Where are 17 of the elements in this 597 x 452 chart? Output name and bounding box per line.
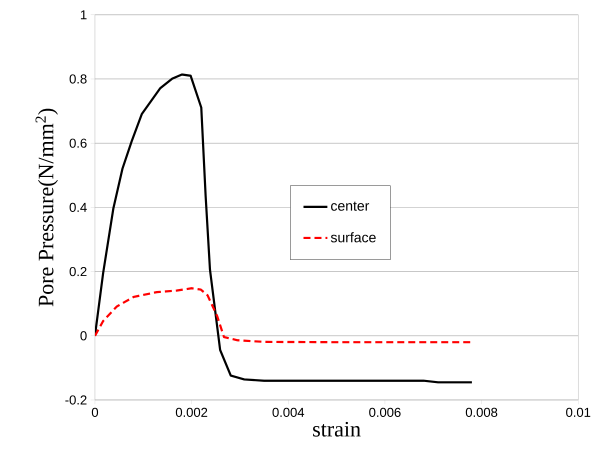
x-tick-label: 0.008 [466,408,498,417]
y-axis-title: Pore Pressure(N/mm$^{2}$) [36,108,58,306]
y-tick-label: 0.4 [70,202,87,212]
y-tick-label: -0.2 [65,395,87,405]
x-tick-label: 0.01 [566,408,590,417]
y-tick-label: 0.6 [70,138,87,148]
x-tick-label: 0.006 [369,408,401,417]
y-tick-label: 0.2 [70,266,87,276]
x-axis-title: strain [313,422,361,437]
legend-label: center [331,202,370,211]
legend-label: surface [330,232,376,242]
y-tick-label: 0.8 [70,74,87,84]
y-tick-label: 1 [80,10,87,20]
x-tick-label: 0.004 [272,408,304,417]
y-tick-label: 0 [80,331,87,340]
x-tick-label: 0.002 [176,408,208,417]
x-tick-label: 0 [92,408,98,417]
